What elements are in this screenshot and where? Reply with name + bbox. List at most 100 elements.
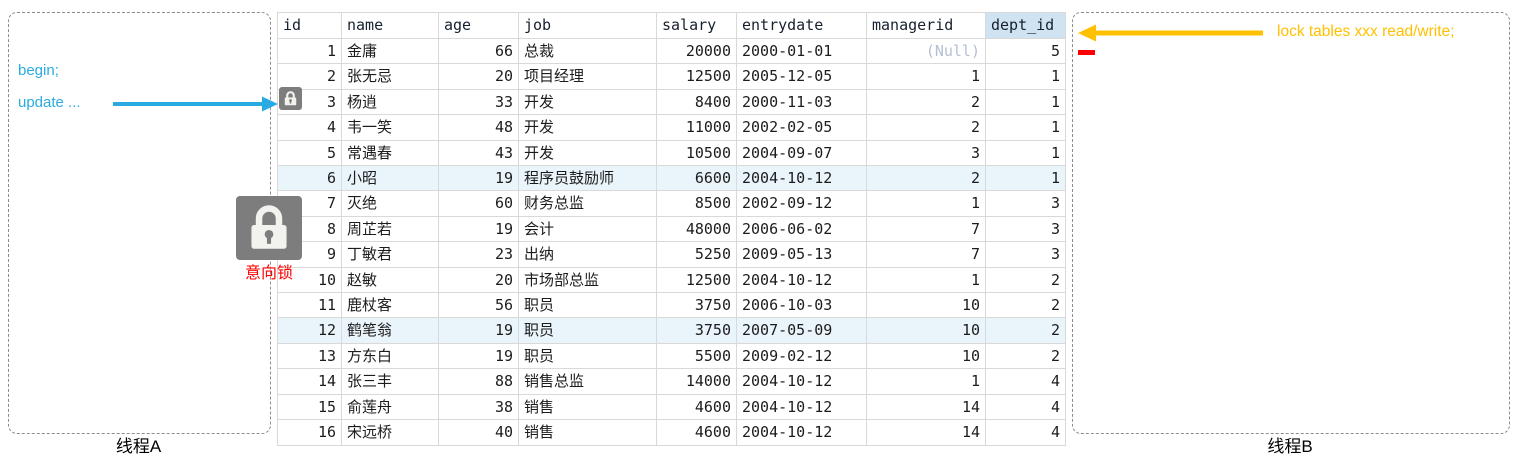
cell-salary: 20000 <box>656 37 737 65</box>
cell-dept_id: 1 <box>985 139 1066 167</box>
cell-salary: 3750 <box>656 292 737 319</box>
cell-managerid: 1 <box>866 266 986 294</box>
cell-salary: 48000 <box>656 215 737 243</box>
cell-name: 鹤笔翁 <box>341 317 439 344</box>
cell-dept_id: 2 <box>985 292 1066 319</box>
table-row: 4 韦一笑 48 开发 11000 2002-02-05 2 1 <box>277 114 1066 141</box>
row-lock-icon <box>279 87 302 110</box>
cell-name: 灭绝 <box>341 190 439 217</box>
cell-job: 财务总监 <box>518 190 657 217</box>
cell-id: 2 <box>277 63 342 90</box>
cell-job: 职员 <box>518 342 657 370</box>
table-row: 5 常遇春 43 开发 10500 2004-09-07 3 1 <box>277 139 1066 167</box>
cell-dept_id: 1 <box>985 114 1066 141</box>
table-row: 10 赵敏 20 市场部总监 12500 2004-10-12 1 2 <box>277 266 1066 294</box>
cell-id: 5 <box>277 139 342 167</box>
table-row: 8 周芷若 19 会计 48000 2006-06-02 7 3 <box>277 215 1066 243</box>
cell-name: 杨逍 <box>341 88 439 116</box>
column-header-managerid: managerid <box>866 12 986 39</box>
table-row: 13 方东白 19 职员 5500 2009-02-12 10 2 <box>277 342 1066 370</box>
cell-name: 金庸 <box>341 37 439 65</box>
cell-entrydate: 2000-11-03 <box>736 88 867 116</box>
cell-managerid: 1 <box>866 63 986 90</box>
cell-name: 鹿杖客 <box>341 292 439 319</box>
cell-salary: 5500 <box>656 342 737 370</box>
cell-managerid: 10 <box>866 342 986 370</box>
cell-dept_id: 3 <box>985 215 1066 243</box>
cell-job: 销售 <box>518 393 657 421</box>
cell-job: 职员 <box>518 317 657 344</box>
thread-b-box <box>1072 12 1510 434</box>
cell-age: 60 <box>438 190 519 217</box>
cell-age: 19 <box>438 215 519 243</box>
cell-entrydate: 2002-02-05 <box>736 114 867 141</box>
cell-name: 张三丰 <box>341 368 439 395</box>
cell-name: 常遇春 <box>341 139 439 167</box>
cell-id: 16 <box>277 419 342 446</box>
cell-salary: 3750 <box>656 317 737 344</box>
cell-entrydate: 2004-10-12 <box>736 393 867 421</box>
cell-dept_id: 3 <box>985 190 1066 217</box>
cell-dept_id: 4 <box>985 368 1066 395</box>
cell-dept_id: 1 <box>985 63 1066 90</box>
cell-name: 俞莲舟 <box>341 393 439 421</box>
column-header-name: name <box>341 12 439 39</box>
cell-id: 12 <box>277 317 342 344</box>
cell-entrydate: 2009-05-13 <box>736 241 867 268</box>
thread-b-statement-lock-tables: lock tables xxx read/write; <box>1277 23 1455 40</box>
cell-salary: 14000 <box>656 368 737 395</box>
thread-a-box <box>8 12 271 434</box>
thread-a-statement-update: update ... <box>18 94 81 111</box>
cell-salary: 8500 <box>656 190 737 217</box>
table-row: 3 杨逍 33 开发 8400 2000-11-03 2 1 <box>277 88 1066 116</box>
cell-entrydate: 2000-01-01 <box>736 37 867 65</box>
table-row: 14 张三丰 88 销售总监 14000 2004-10-12 1 4 <box>277 368 1066 395</box>
table-row: 1 金庸 66 总裁 20000 2000-01-01 (Null) 5 <box>277 37 1066 65</box>
thread-a-label: 线程A <box>115 437 162 456</box>
cell-job: 开发 <box>518 88 657 116</box>
cell-age: 19 <box>438 317 519 344</box>
cell-name: 韦一笑 <box>341 114 439 141</box>
cell-dept_id: 3 <box>985 241 1066 268</box>
cell-salary: 11000 <box>656 114 737 141</box>
cell-id: 11 <box>277 292 342 319</box>
table-row: 11 鹿杖客 56 职员 3750 2006-10-03 10 2 <box>277 292 1066 319</box>
cell-managerid: 1 <box>866 368 986 395</box>
cell-managerid: 7 <box>866 241 986 268</box>
cell-age: 20 <box>438 63 519 90</box>
cell-salary: 12500 <box>656 63 737 90</box>
cell-age: 23 <box>438 241 519 268</box>
cell-job: 开发 <box>518 139 657 167</box>
intention-lock-icon <box>236 196 302 260</box>
table-row: 7 灭绝 60 财务总监 8500 2002-09-12 1 3 <box>277 190 1066 217</box>
cell-age: 19 <box>438 165 519 192</box>
cell-job: 程序员鼓励师 <box>518 165 657 192</box>
cell-salary: 5250 <box>656 241 737 268</box>
cell-salary: 10500 <box>656 139 737 167</box>
column-header-entrydate: entrydate <box>736 12 867 39</box>
cell-dept_id: 5 <box>985 37 1066 65</box>
cell-entrydate: 2006-10-03 <box>736 292 867 319</box>
cell-entrydate: 2002-09-12 <box>736 190 867 217</box>
cell-age: 19 <box>438 342 519 370</box>
cell-managerid: 2 <box>866 165 986 192</box>
cell-job: 开发 <box>518 114 657 141</box>
cell-managerid: 7 <box>866 215 986 243</box>
cell-id: 13 <box>277 342 342 370</box>
cell-job: 销售 <box>518 419 657 446</box>
table-row: 6 小昭 19 程序员鼓励师 6600 2004-10-12 2 1 <box>277 165 1066 192</box>
cell-salary: 4600 <box>656 419 737 446</box>
cell-dept_id: 1 <box>985 88 1066 116</box>
cell-managerid: 10 <box>866 317 986 344</box>
padlock-icon <box>251 205 287 249</box>
table-row: 2 张无忌 20 项目经理 12500 2005-12-05 1 1 <box>277 63 1066 90</box>
cell-salary: 6600 <box>656 165 737 192</box>
table-row: 16 宋远桥 40 销售 4600 2004-10-12 14 4 <box>277 419 1066 446</box>
intention-lock-label: 意向锁 <box>244 265 293 282</box>
cell-salary: 12500 <box>656 266 737 294</box>
cell-age: 43 <box>438 139 519 167</box>
cell-entrydate: 2004-09-07 <box>736 139 867 167</box>
table-row: 15 俞莲舟 38 销售 4600 2004-10-12 14 4 <box>277 393 1066 421</box>
cell-age: 20 <box>438 266 519 294</box>
